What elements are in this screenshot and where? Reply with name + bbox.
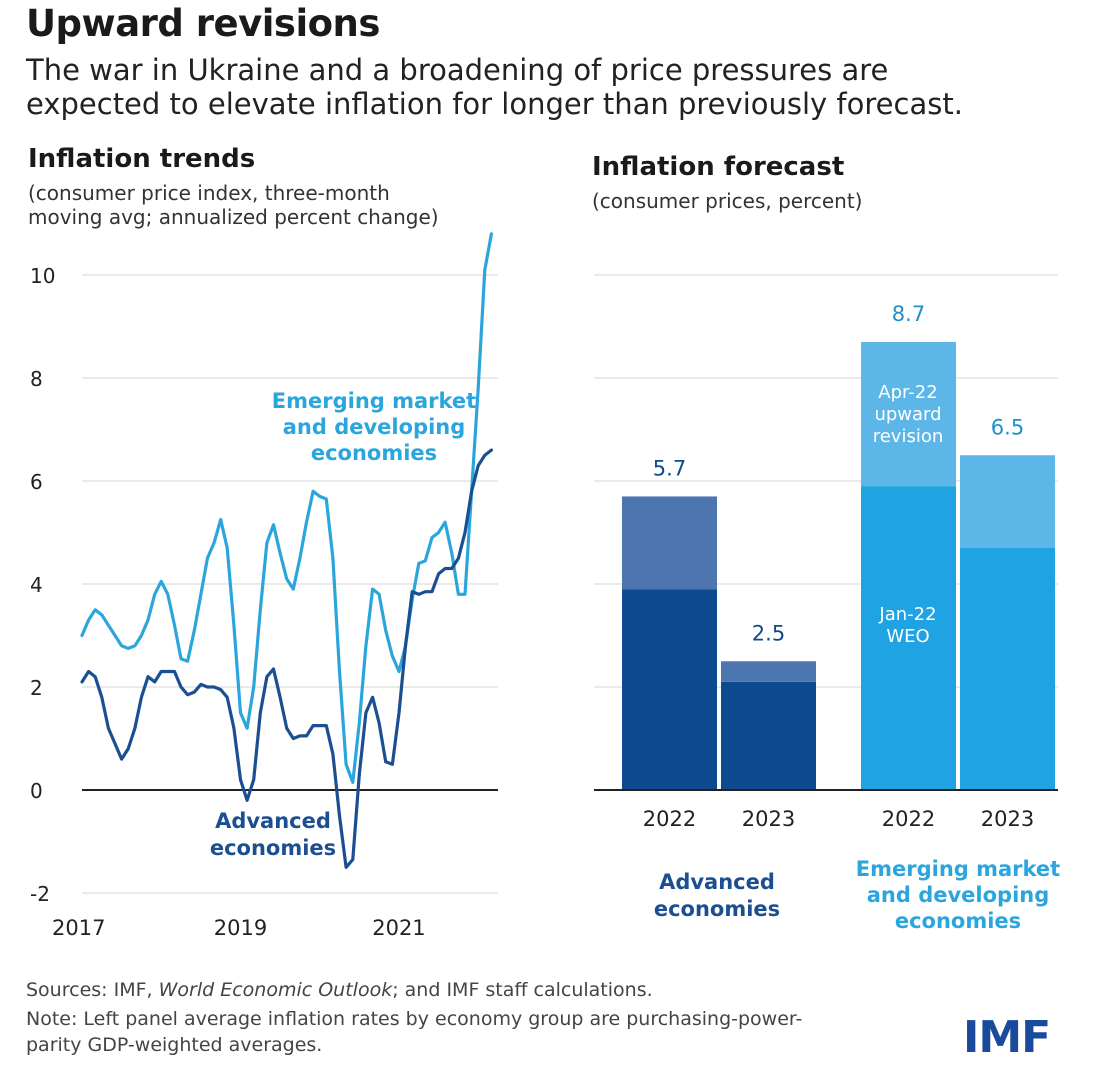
left-chart-note-line-1: (consumer price index, three-month [28,181,390,205]
emde-group-label: economies [895,909,1021,933]
y-tick-label: 0 [30,779,43,803]
advanced-series-label: economies [210,836,336,860]
revision-segment-label: Apr-22 [878,382,937,403]
source-prefix: Sources: IMF, [26,979,159,1001]
bar-apr22-revision [861,341,956,487]
advanced-line [80,448,493,869]
source-publication: World Economic Outlook [158,979,393,1001]
y-tick-label: 6 [30,470,43,494]
bar-jan22-weo [861,486,956,790]
subtitle-line-1: The war in Ukraine and a broadening of p… [26,53,889,87]
bar-total-label: 6.5 [991,415,1024,439]
right-chart-note: (consumer prices, percent) [592,189,863,213]
jan-weo-segment-label: WEO [886,626,929,647]
source-note: Sources: IMF, World Economic Outlook; an… [26,978,653,1002]
emde-group-label: and developing [867,883,1050,907]
emde-line [80,232,493,784]
revision-segment-label: revision [873,426,944,447]
emde-series-label: Emerging market [272,389,476,413]
y-tick-label: 4 [30,573,43,597]
footnote-line-2: parity GDP-weighted averages. [26,1034,323,1056]
x-tick-label: 2017 [52,916,105,940]
bar-total-label: 8.7 [892,302,925,326]
category-label: 2023 [742,807,795,831]
footnote-line-1: Note: Left panel average inflation rates… [26,1008,803,1030]
advanced-series-label: Advanced [215,809,331,833]
imf-logo: IMF [963,1012,1051,1063]
y-tick-label: 2 [30,676,43,700]
emde-series-label: and developing [283,415,466,439]
y-tick-label: 8 [30,367,43,391]
emde-group-label: Emerging market [856,857,1060,881]
advanced-group-label: economies [654,897,780,921]
bar-total-label: 5.7 [653,456,686,480]
left-chart-note-line-2: moving avg; annualized percent change) [28,205,439,229]
revision-segment-label: upward [874,404,941,425]
x-tick-label: 2019 [214,916,267,940]
y-tick-label: 10 [30,264,55,288]
left-chart-title: Inflation trends [28,144,256,174]
bar-total-label: 2.5 [752,621,785,645]
subtitle-line-2: expected to elevate inflation for longer… [26,87,963,121]
inflation-forecast-chart: 5.7 2022 2.5 2023 8.7 2022 6.5 2023 Apr-22upward… [594,274,1060,933]
bar-apr22-revision [622,496,717,590]
bar-jan22-weo [622,589,717,790]
y-tick-label: -2 [30,882,50,906]
category-label: 2022 [882,807,935,831]
bar-jan22-weo [960,547,1055,790]
category-label: 2022 [643,807,696,831]
bar-jan22-weo [721,681,816,790]
jan-weo-segment-label: Jan-22 [878,604,936,625]
x-tick-label: 2021 [372,916,425,940]
right-chart-title: Inflation forecast [592,152,845,182]
emde-series-label: economies [311,441,437,465]
bar-apr22-revision [960,455,1055,548]
bar-apr22-revision [721,661,816,682]
source-suffix: ; and IMF staff calculations. [392,979,653,1001]
inflation-trends-chart: -2 0 2 4 6 8 10 2017 2019 2021 Emerging marketand … [30,232,498,940]
category-label: 2023 [981,807,1034,831]
page-title: Upward revisions [26,2,380,45]
advanced-group-label: Advanced [659,870,775,894]
